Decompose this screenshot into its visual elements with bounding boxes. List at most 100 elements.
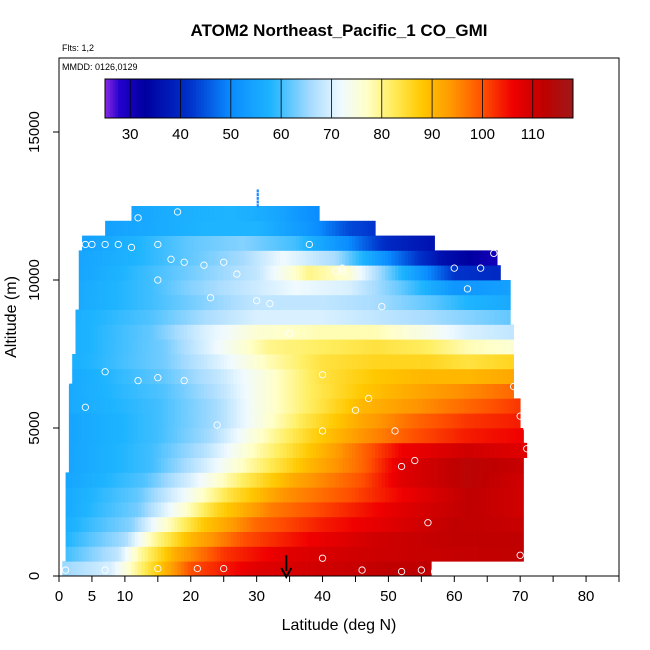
heatmap-cell	[246, 428, 251, 444]
heatmap-cell	[190, 457, 195, 473]
heatmap-cell	[457, 250, 462, 266]
heatmap-cell	[213, 206, 218, 222]
heatmap-cell	[286, 324, 290, 340]
heatmap-cell	[263, 339, 267, 355]
heatmap-cell	[233, 339, 238, 355]
heatmap-cell	[411, 235, 416, 251]
heatmap-cell	[273, 472, 277, 488]
heatmap-cell	[477, 457, 482, 473]
heatmap-cell	[431, 324, 435, 340]
heatmap-cell	[418, 339, 422, 355]
heatmap-cell	[72, 413, 76, 429]
heatmap-cell	[375, 561, 379, 577]
heatmap-cell	[332, 324, 337, 340]
heatmap-cell	[302, 502, 307, 518]
heatmap-cell	[210, 561, 215, 577]
heatmap-cell	[441, 398, 445, 414]
heatmap-cell	[227, 265, 231, 281]
heatmap-cell	[177, 487, 182, 503]
heatmap-cell	[411, 368, 416, 384]
heatmap-cell	[299, 561, 304, 577]
heatmap-cell	[296, 294, 300, 310]
heatmap-cell	[398, 502, 402, 518]
heatmap-cell	[378, 442, 383, 458]
heatmap-cell	[302, 354, 307, 370]
heatmap-cell	[319, 309, 323, 325]
x-tick-label: 70	[512, 588, 529, 605]
heatmap-cell	[375, 487, 379, 503]
heatmap-cell	[483, 250, 488, 266]
heatmap-cell	[460, 531, 465, 547]
arrow-down-icon	[280, 567, 293, 580]
heatmap-cell	[243, 502, 248, 518]
colorbar-swatch	[289, 79, 293, 118]
y-tick-label: 10000	[26, 259, 43, 301]
heatmap-cell	[250, 265, 254, 281]
heatmap-cell	[421, 428, 426, 444]
heatmap-cell	[418, 280, 422, 296]
heatmap-cell	[454, 324, 458, 340]
heatmap-cell	[398, 457, 402, 473]
heatmap-cell	[180, 428, 185, 444]
colorbar-swatch	[492, 79, 496, 118]
heatmap-cell	[111, 546, 116, 562]
heatmap-cell	[411, 250, 416, 266]
heatmap-cell	[259, 487, 264, 503]
heatmap-cell	[358, 442, 363, 458]
heatmap-cell	[457, 487, 462, 503]
heatmap-cell	[467, 265, 472, 281]
heatmap-cell	[395, 442, 399, 458]
heatmap-cell	[408, 487, 412, 503]
heatmap-cell	[174, 235, 178, 251]
heatmap-cell	[401, 354, 406, 370]
heatmap-cell	[292, 383, 297, 399]
heatmap-cell	[273, 428, 277, 444]
heatmap-cell	[497, 383, 501, 399]
heatmap-cell	[263, 265, 267, 281]
heatmap-cell	[371, 324, 376, 340]
heatmap-cell	[342, 368, 346, 384]
heatmap-cell	[454, 502, 458, 518]
heatmap-cell	[217, 428, 221, 444]
heatmap-cell	[128, 487, 132, 503]
colorbar-swatch	[453, 79, 457, 118]
heatmap-cell	[427, 294, 432, 310]
heatmap-cell	[516, 531, 521, 547]
heatmap-cell	[395, 294, 399, 310]
heatmap-cell	[454, 265, 458, 281]
heatmap-cell	[408, 309, 412, 325]
heatmap-cell	[207, 206, 211, 222]
heatmap-cell	[227, 442, 231, 458]
heatmap-cell	[250, 398, 254, 414]
heatmap-cell	[358, 561, 363, 577]
heatmap-cell	[98, 398, 103, 414]
heatmap-cell	[493, 487, 498, 503]
heatmap-cell	[335, 442, 340, 458]
heatmap-cell	[315, 206, 320, 222]
heatmap-cell	[82, 265, 86, 281]
heatmap-cell	[144, 383, 149, 399]
heatmap-cell	[203, 309, 208, 325]
heatmap-cell	[157, 442, 162, 458]
heatmap-cell	[220, 487, 225, 503]
heatmap-cell	[500, 531, 505, 547]
heatmap-cell	[174, 472, 178, 488]
heatmap-cell	[362, 265, 366, 281]
heatmap-cell	[246, 265, 251, 281]
heatmap-cell	[444, 442, 449, 458]
heatmap-cell	[266, 413, 271, 429]
colorbar-swatch	[424, 79, 428, 118]
heatmap-cell	[266, 546, 271, 562]
heatmap-cell	[95, 309, 99, 325]
heatmap-cell	[108, 368, 113, 384]
heatmap-cell	[256, 398, 261, 414]
heatmap-cell	[493, 354, 498, 370]
heatmap-cell	[352, 428, 356, 444]
heatmap-cell	[128, 250, 132, 266]
heatmap-cell	[342, 442, 346, 458]
heatmap-cell	[98, 250, 103, 266]
heatmap-cell	[467, 502, 472, 518]
heatmap-cell	[210, 442, 215, 458]
heatmap-cell	[151, 457, 155, 473]
heatmap-cell	[187, 502, 192, 518]
